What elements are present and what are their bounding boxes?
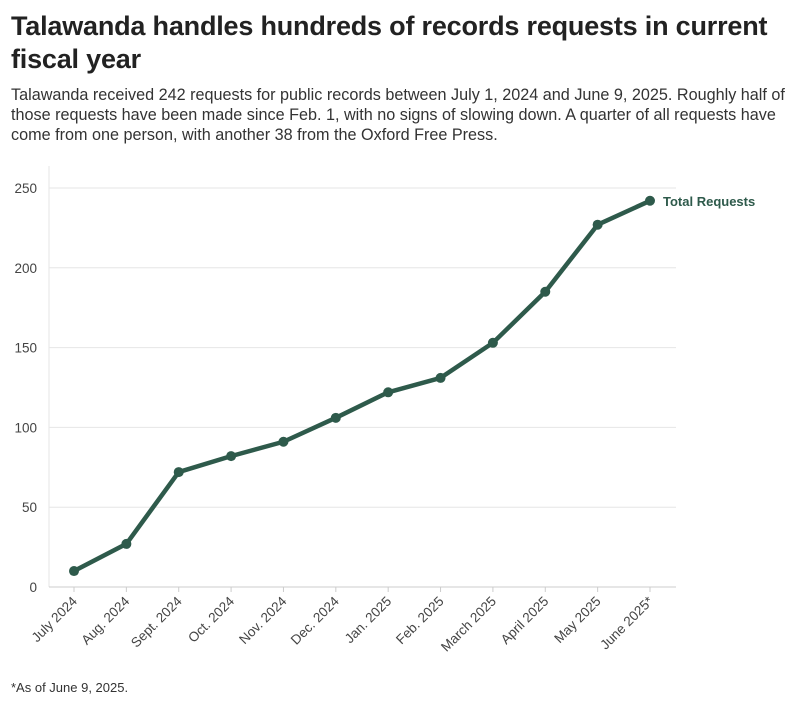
data-point xyxy=(226,451,237,462)
x-tick-label: May 2025 xyxy=(551,594,604,647)
y-tick-label-50: 50 xyxy=(22,500,37,515)
x-tick-label: April 2025 xyxy=(498,594,552,648)
chart-title: Talawanda handles hundreds of records re… xyxy=(11,11,768,74)
data-point xyxy=(278,436,289,447)
series-total-requests: Total Requests xyxy=(69,194,755,577)
data-point xyxy=(540,286,551,297)
data-point xyxy=(69,566,79,577)
y-tick-label-100: 100 xyxy=(14,420,37,435)
series-line xyxy=(71,198,653,574)
x-tick-label: Jan. 2025 xyxy=(342,594,395,647)
y-tick-label-250: 250 xyxy=(14,181,37,196)
x-tick-label: Aug. 2024 xyxy=(78,593,132,647)
data-point xyxy=(121,538,132,549)
y-tick-label-0: 0 xyxy=(29,580,37,595)
chart-subtitle: Talawanda received 242 requests for publ… xyxy=(11,86,785,144)
x-tick-label: March 2025 xyxy=(438,594,499,655)
x-tick-label: June 2025* xyxy=(597,593,656,652)
x-tick-label: Dec. 2024 xyxy=(288,593,342,647)
x-tick-label: Sept. 2024 xyxy=(128,593,185,650)
footnote: *As of June 9, 2025. xyxy=(11,680,129,695)
x-tick-label: Feb. 2025 xyxy=(393,594,447,648)
gridlines xyxy=(49,187,676,508)
series-label: Total Requests xyxy=(663,194,755,209)
x-tick-label: Oct. 2024 xyxy=(185,593,237,645)
data-point xyxy=(487,337,498,348)
data-point xyxy=(173,467,184,478)
data-point xyxy=(592,219,603,230)
data-point xyxy=(383,387,394,398)
y-axis-ticks: 0 50 100 150 200 250 xyxy=(14,181,37,595)
data-point xyxy=(435,372,446,383)
x-tick-label: July 2024 xyxy=(29,593,81,645)
data-point xyxy=(330,412,341,423)
y-tick-label-200: 200 xyxy=(14,261,37,276)
axes xyxy=(48,166,676,588)
data-point xyxy=(645,195,655,206)
y-tick-label-150: 150 xyxy=(14,341,37,356)
x-tick-label: Nov. 2024 xyxy=(236,593,290,647)
